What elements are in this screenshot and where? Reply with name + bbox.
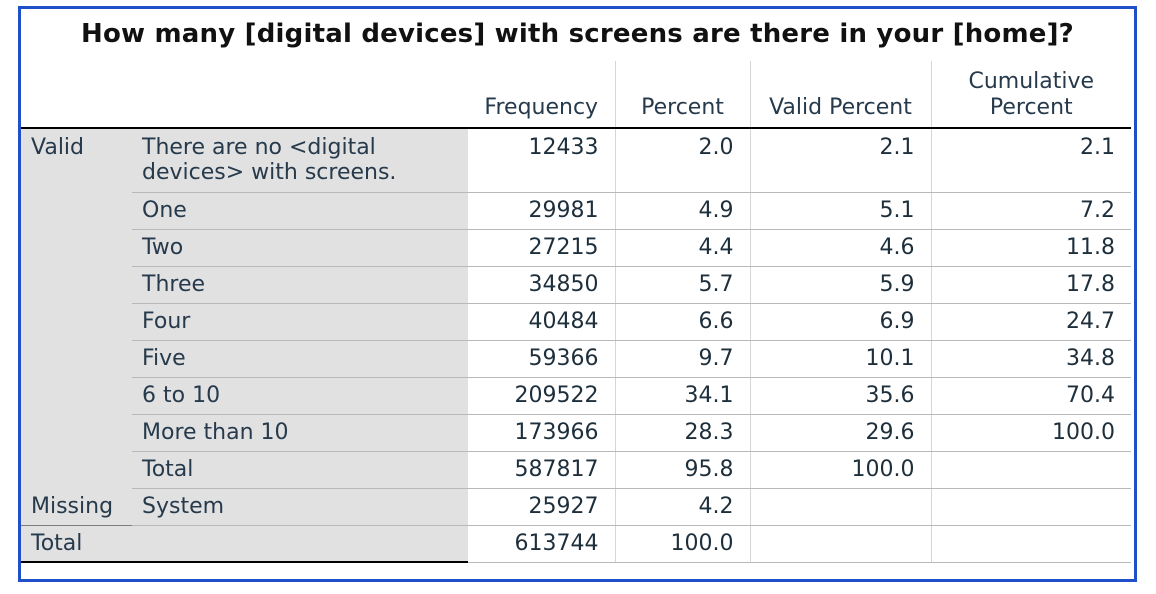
cell-valid-percent: 4.6 bbox=[749, 229, 931, 267]
row-label-line2: devices> with screens. bbox=[142, 160, 397, 185]
cell-valid-percent: 29.6 bbox=[749, 414, 931, 452]
cell-percent: 4.2 bbox=[614, 488, 750, 526]
cell-percent: 5.7 bbox=[614, 266, 750, 304]
cell-percent: 9.7 bbox=[614, 340, 750, 378]
table-row-grand-total: Total 613744 100.0 bbox=[21, 525, 1131, 563]
cell-percent: 6.6 bbox=[614, 303, 750, 341]
cell-frequency: 587817 bbox=[468, 451, 615, 489]
row-label: More than 10 bbox=[132, 414, 468, 452]
cell-percent: 34.1 bbox=[614, 377, 750, 415]
row-label: There are no <digital devices> with scre… bbox=[132, 128, 468, 193]
row-label-total: Total bbox=[21, 525, 468, 563]
row-label: One bbox=[132, 192, 468, 230]
table-row-missing: Missing System 25927 4.2 bbox=[21, 488, 1131, 526]
cell-frequency: 25927 bbox=[468, 488, 615, 526]
cell-percent: 2.0 bbox=[614, 128, 750, 193]
cell-valid-percent: 5.9 bbox=[749, 266, 931, 304]
cell-frequency: 613744 bbox=[468, 525, 615, 563]
row-label: Five bbox=[132, 340, 468, 378]
cell-frequency: 29981 bbox=[468, 192, 615, 230]
header-cumulative-line2: Percent bbox=[989, 95, 1073, 120]
row-label: System bbox=[132, 488, 468, 526]
cell-frequency: 12433 bbox=[468, 128, 615, 193]
table-row: Two 27215 4.4 4.6 11.8 bbox=[21, 229, 1131, 267]
header-valid-percent: Valid Percent bbox=[749, 61, 931, 128]
header-percent: Percent bbox=[614, 61, 750, 128]
table-row: Valid There are no <digital devices> wit… bbox=[21, 128, 1131, 488]
cell-valid-percent: 6.9 bbox=[749, 303, 931, 341]
cell-frequency: 209522 bbox=[468, 377, 615, 415]
cell-cumulative-percent: 7.2 bbox=[930, 192, 1131, 230]
table-row: More than 10 173966 28.3 29.6 100.0 bbox=[21, 414, 1131, 452]
table-row-valid-total: Total 587817 95.8 100.0 bbox=[21, 451, 1131, 489]
frequency-table-panel: How many [digital devices] with screens … bbox=[18, 6, 1137, 582]
header-blank-group bbox=[21, 61, 132, 128]
table-title: How many [digital devices] with screens … bbox=[81, 19, 1074, 49]
header-blank-label bbox=[132, 61, 468, 128]
cell-frequency: 27215 bbox=[468, 229, 615, 267]
table-row: Five 59366 9.7 10.1 34.8 bbox=[21, 340, 1131, 378]
cell-valid-percent: 100.0 bbox=[749, 451, 931, 489]
cell-valid-percent bbox=[749, 525, 931, 563]
cell-cumulative-percent: 100.0 bbox=[930, 414, 1131, 452]
cell-valid-percent: 10.1 bbox=[749, 340, 931, 378]
row-label: Total bbox=[132, 451, 468, 489]
header-cumulative-line1: Cumulative bbox=[968, 69, 1095, 94]
cell-cumulative-percent: 2.1 bbox=[930, 128, 1131, 193]
cell-frequency: 34850 bbox=[468, 266, 615, 304]
cell-valid-percent: 35.6 bbox=[749, 377, 931, 415]
row-label: Three bbox=[132, 266, 468, 304]
table-row: One 29981 4.9 5.1 7.2 bbox=[21, 192, 1131, 230]
cell-valid-percent: 2.1 bbox=[749, 128, 931, 193]
table-row: Four 40484 6.6 6.9 24.7 bbox=[21, 303, 1131, 341]
row-label: 6 to 10 bbox=[132, 377, 468, 415]
cell-percent: 100.0 bbox=[614, 525, 750, 563]
frequency-table: Frequency Percent Valid Percent Cumulati… bbox=[21, 61, 1131, 563]
cell-cumulative-percent: 17.8 bbox=[930, 266, 1131, 304]
cell-cumulative-percent: 34.8 bbox=[930, 340, 1131, 378]
table-row: Three 34850 5.7 5.9 17.8 bbox=[21, 266, 1131, 304]
cell-cumulative-percent: 70.4 bbox=[930, 377, 1131, 415]
cell-percent: 4.9 bbox=[614, 192, 750, 230]
cell-cumulative-percent bbox=[930, 451, 1131, 489]
header-cumulative-percent: Cumulative Percent bbox=[930, 61, 1131, 128]
cell-percent: 4.4 bbox=[614, 229, 750, 267]
row-label-line1: There are no <digital bbox=[142, 135, 376, 160]
cell-frequency: 59366 bbox=[468, 340, 615, 378]
cell-valid-percent bbox=[749, 488, 931, 526]
cell-cumulative-percent bbox=[930, 525, 1131, 563]
cell-cumulative-percent: 11.8 bbox=[930, 229, 1131, 267]
cell-frequency: 40484 bbox=[468, 303, 615, 341]
cell-cumulative-percent bbox=[930, 488, 1131, 526]
table-row: 6 to 10 209522 34.1 35.6 70.4 bbox=[21, 377, 1131, 415]
group-label-valid: Valid bbox=[21, 128, 132, 488]
group-label-missing: Missing bbox=[21, 488, 132, 526]
header-frequency: Frequency bbox=[484, 95, 599, 120]
row-label: Two bbox=[132, 229, 468, 267]
cell-percent: 28.3 bbox=[614, 414, 750, 452]
cell-frequency: 173966 bbox=[468, 414, 615, 452]
cell-cumulative-percent: 24.7 bbox=[930, 303, 1131, 341]
header-row: Frequency Percent Valid Percent Cumulati… bbox=[21, 61, 1131, 128]
row-label: Four bbox=[132, 303, 468, 341]
cell-valid-percent: 5.1 bbox=[749, 192, 931, 230]
cell-percent: 95.8 bbox=[614, 451, 750, 489]
